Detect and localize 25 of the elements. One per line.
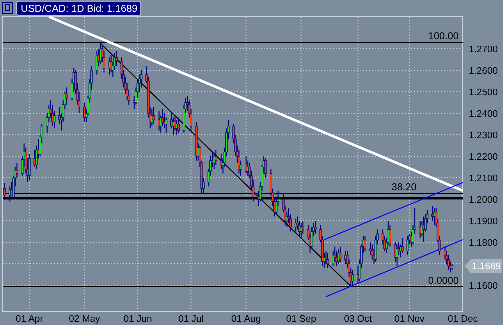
annotation: 1.1689 bbox=[472, 262, 502, 273]
chart-title: USD/CAD: 1D Bid: 1.1689 bbox=[21, 4, 138, 15]
annotation: 100.00 bbox=[428, 31, 460, 42]
annotation: 0.0000 bbox=[428, 276, 460, 287]
x-tick-label: 02 May bbox=[69, 314, 101, 325]
x-tick-label: 03 Oct bbox=[344, 314, 373, 325]
y-tick-label: 1.2000 bbox=[469, 194, 498, 206]
y-tick-label: 1.2200 bbox=[469, 152, 498, 163]
y-tick-label: 1.2400 bbox=[469, 108, 498, 120]
x-tick-label: 01 Jun bbox=[124, 314, 152, 325]
x-tick-label: 01 Nov bbox=[394, 314, 426, 325]
y-tick-label: 1.1600 bbox=[469, 280, 498, 292]
y-tick-label: 1.2300 bbox=[469, 130, 498, 142]
y-tick-label: 1.1900 bbox=[469, 216, 498, 228]
x-tick-label: 01 Jul bbox=[178, 314, 204, 325]
x-tick-label: 01 Apr bbox=[16, 314, 44, 325]
annotation: 38.20 bbox=[392, 182, 418, 194]
x-tick-label: 01 Aug bbox=[232, 314, 262, 325]
y-tick-label: 1.2600 bbox=[469, 66, 498, 77]
y-tick-label: 1.2100 bbox=[469, 173, 498, 184]
y-tick-label: 1.1800 bbox=[469, 238, 498, 249]
x-tick-label: 01 Dec bbox=[448, 314, 478, 325]
y-tick-label: 1.2700 bbox=[469, 44, 498, 56]
x-tick-label: 01 Sep bbox=[286, 314, 316, 325]
y-tick-label: 1.2500 bbox=[469, 87, 498, 98]
